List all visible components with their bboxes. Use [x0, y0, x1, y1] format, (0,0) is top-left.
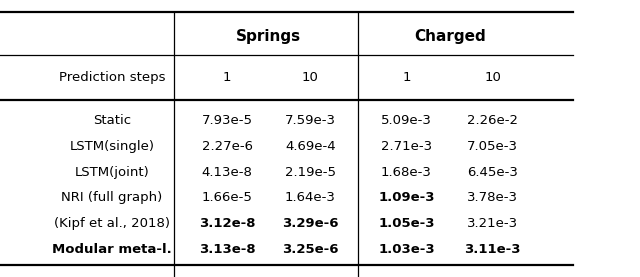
- Text: NRI (full graph): NRI (full graph): [61, 191, 163, 204]
- Text: Static: Static: [93, 114, 131, 127]
- Text: 4.13e-8: 4.13e-8: [202, 166, 253, 178]
- Text: 10: 10: [484, 71, 501, 84]
- Text: 6.45e-3: 6.45e-3: [467, 166, 518, 178]
- Text: 3.11e-3: 3.11e-3: [465, 243, 521, 256]
- Text: 7.59e-3: 7.59e-3: [285, 114, 336, 127]
- Text: 3.12e-8: 3.12e-8: [199, 217, 255, 230]
- Text: 7.93e-5: 7.93e-5: [202, 114, 253, 127]
- Text: LSTM(single): LSTM(single): [70, 140, 154, 153]
- Text: 2.27e-6: 2.27e-6: [202, 140, 253, 153]
- Text: Springs: Springs: [236, 29, 301, 43]
- Text: 3.21e-3: 3.21e-3: [467, 217, 518, 230]
- Text: 1.68e-3: 1.68e-3: [381, 166, 432, 178]
- Text: 2.26e-2: 2.26e-2: [467, 114, 518, 127]
- Text: (Kipf et al., 2018): (Kipf et al., 2018): [54, 217, 170, 230]
- Text: 1.05e-3: 1.05e-3: [378, 217, 435, 230]
- Text: 3.13e-8: 3.13e-8: [199, 243, 255, 256]
- Text: Modular meta-l.: Modular meta-l.: [52, 243, 172, 256]
- Text: 4.69e-4: 4.69e-4: [285, 140, 336, 153]
- Text: 3.78e-3: 3.78e-3: [467, 191, 518, 204]
- Text: LSTM(joint): LSTM(joint): [75, 166, 149, 178]
- Text: 1.64e-3: 1.64e-3: [285, 191, 336, 204]
- Text: 1.66e-5: 1.66e-5: [202, 191, 253, 204]
- Text: 10: 10: [302, 71, 319, 84]
- Text: 3.25e-6: 3.25e-6: [282, 243, 339, 256]
- Text: Prediction steps: Prediction steps: [59, 71, 165, 84]
- Text: 7.05e-3: 7.05e-3: [467, 140, 518, 153]
- Text: 2.19e-5: 2.19e-5: [285, 166, 336, 178]
- Text: 5.09e-3: 5.09e-3: [381, 114, 432, 127]
- Text: 2.71e-3: 2.71e-3: [381, 140, 432, 153]
- Text: 1.09e-3: 1.09e-3: [378, 191, 435, 204]
- Text: 1.03e-3: 1.03e-3: [378, 243, 435, 256]
- Text: Charged: Charged: [414, 29, 486, 43]
- Text: 1: 1: [223, 71, 232, 84]
- Text: 1: 1: [402, 71, 411, 84]
- Text: 3.29e-6: 3.29e-6: [282, 217, 339, 230]
